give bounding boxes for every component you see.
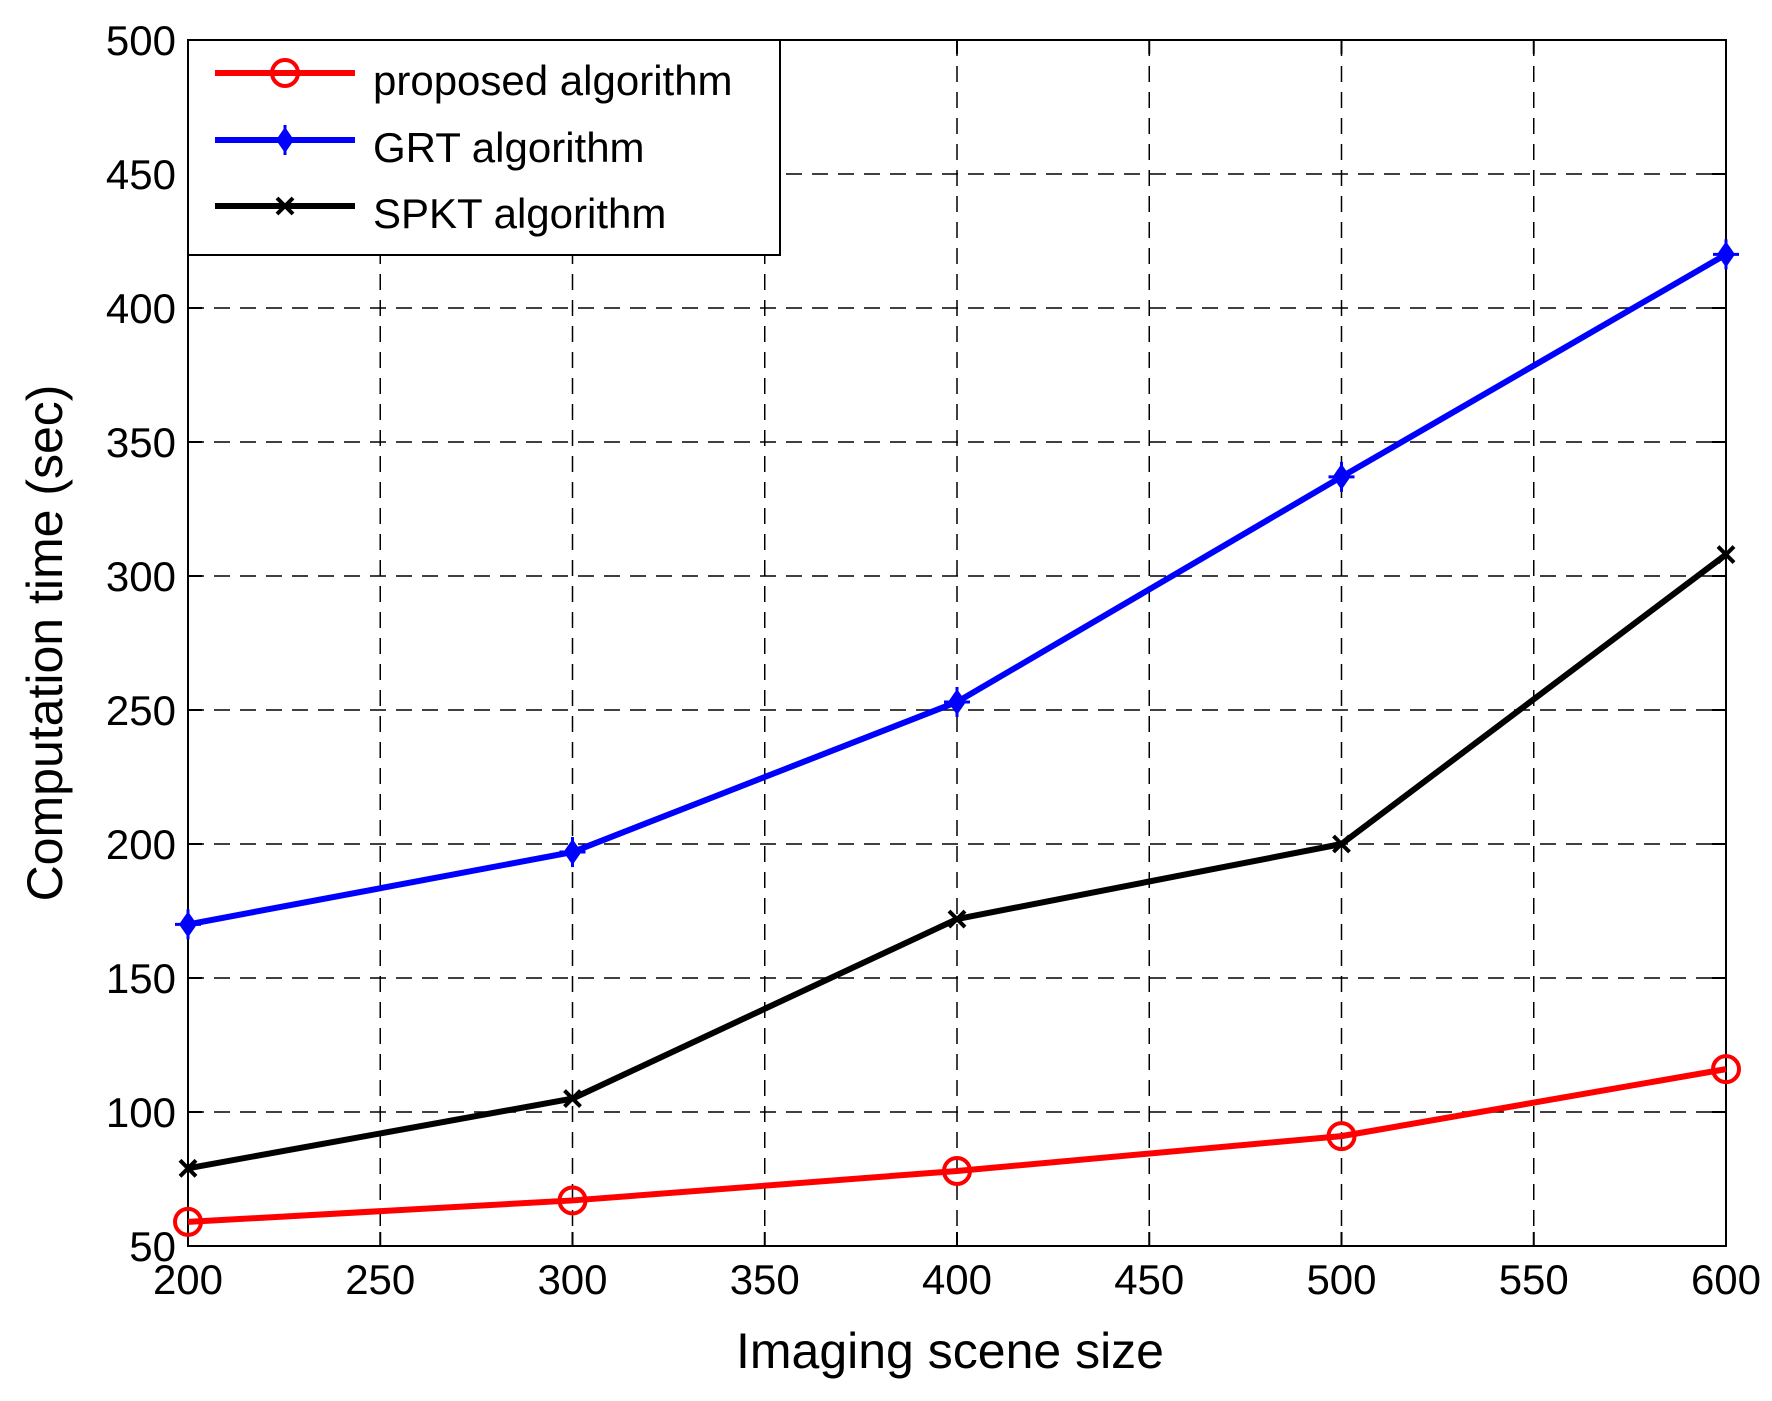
- data-point: [942, 1155, 972, 1186]
- series-layer: [173, 239, 1741, 1237]
- x-tick-label: 300: [537, 1256, 607, 1303]
- y-tick-label: 50: [129, 1223, 176, 1270]
- y-axis-title: Computation time (sec): [17, 385, 73, 902]
- y-tick-label: 300: [106, 553, 176, 600]
- y-tick-label: 500: [106, 17, 176, 64]
- legend-label-grt: GRT algorithm: [373, 124, 645, 171]
- data-point: [1332, 834, 1351, 854]
- legend-label-proposed: proposed algorithm: [373, 57, 733, 104]
- x-tick-label: 500: [1306, 1256, 1376, 1303]
- data-point: [559, 837, 586, 868]
- tick-labels: 200 250 300 350 400 450 500 550 600 50 100 150 200 25…: [106, 17, 1761, 1303]
- legend-marker: [272, 125, 298, 155]
- x-axis-title: Imaging scene size: [736, 1323, 1164, 1379]
- data-point: [175, 909, 201, 940]
- x-tick-label: 250: [345, 1256, 415, 1303]
- legend-items: [215, 58, 355, 216]
- data-point: [947, 909, 967, 929]
- y-tick-label: 400: [106, 285, 176, 332]
- legend-item-spkt: [215, 196, 355, 216]
- data-point: [557, 1185, 588, 1216]
- series-proposed: [173, 1054, 1741, 1237]
- legend-item-grt: [215, 125, 355, 155]
- legend-marker: [270, 58, 300, 88]
- data-point: [178, 1158, 198, 1178]
- y-tick-label: 350: [106, 419, 176, 466]
- y-tick-label: 150: [106, 955, 176, 1002]
- y-tick-label: 250: [106, 687, 176, 734]
- x-tick-label: 350: [730, 1256, 800, 1303]
- y-tick-label: 450: [106, 151, 176, 198]
- x-tick-label: 550: [1499, 1256, 1569, 1303]
- data-point: [173, 1206, 203, 1237]
- data-point: [1711, 1054, 1741, 1085]
- plot-frame: [187, 39, 1727, 1247]
- data-point: [1713, 239, 1739, 270]
- legend-label-spkt: SPKT algorithm: [373, 190, 666, 237]
- data-point: [1328, 461, 1355, 492]
- y-tick-label: 200: [106, 821, 176, 868]
- data-point: [563, 1089, 582, 1109]
- data-point: [1326, 1121, 1357, 1152]
- x-tick-label: 450: [1114, 1256, 1184, 1303]
- x-tick-label: 600: [1691, 1256, 1761, 1303]
- legend-item-proposed: [215, 58, 355, 88]
- grid: [188, 40, 1726, 1246]
- x-tick-label: 200: [153, 1256, 223, 1303]
- legend-marker: [275, 196, 295, 216]
- series-line: [187, 1066, 1727, 1225]
- series-grt: [175, 239, 1739, 940]
- y-tick-label: 100: [106, 1089, 176, 1136]
- legend: proposed algorithm GRT algorithm SPKT al…: [187, 39, 781, 256]
- x-tick-label: 400: [922, 1256, 992, 1303]
- data-point: [1716, 545, 1736, 564]
- data-point: [944, 686, 970, 717]
- series-spkt: [178, 545, 1736, 1178]
